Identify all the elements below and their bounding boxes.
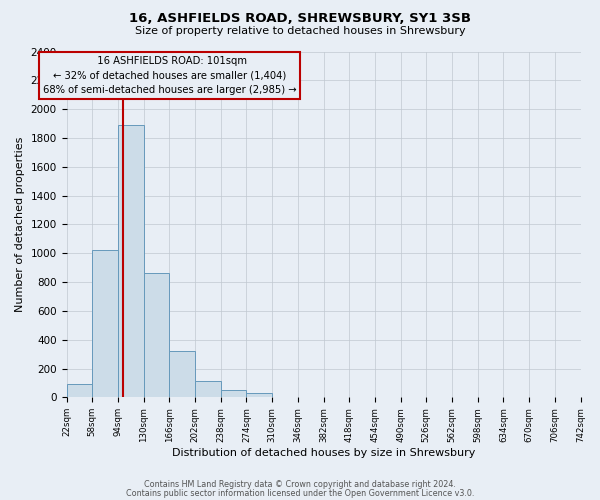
Bar: [92, 250, 118, 398]
Text: 16, ASHFIELDS ROAD, SHREWSBURY, SY1 3SB: 16, ASHFIELDS ROAD, SHREWSBURY, SY1 3SB: [129, 12, 471, 26]
Bar: [67, 384, 92, 398]
Y-axis label: Number of detached properties: Number of detached properties: [15, 136, 25, 312]
Text: Size of property relative to detached houses in Shrewsbury: Size of property relative to detached ho…: [134, 26, 466, 36]
Text: 16 ASHFIELDS ROAD: 101sqm
← 32% of detached houses are smaller (1,404)
68% of se: 16 ASHFIELDS ROAD: 101sqm ← 32% of detac…: [43, 56, 296, 96]
Bar: [195, 381, 221, 398]
Text: Contains public sector information licensed under the Open Government Licence v3: Contains public sector information licen…: [126, 488, 474, 498]
Text: Contains HM Land Registry data © Crown copyright and database right 2024.: Contains HM Land Registry data © Crown c…: [144, 480, 456, 489]
Bar: [118, 125, 143, 398]
Bar: [247, 393, 272, 398]
Bar: [169, 351, 195, 398]
Bar: [221, 390, 247, 398]
X-axis label: Distribution of detached houses by size in Shrewsbury: Distribution of detached houses by size …: [172, 448, 475, 458]
Bar: [143, 274, 169, 398]
